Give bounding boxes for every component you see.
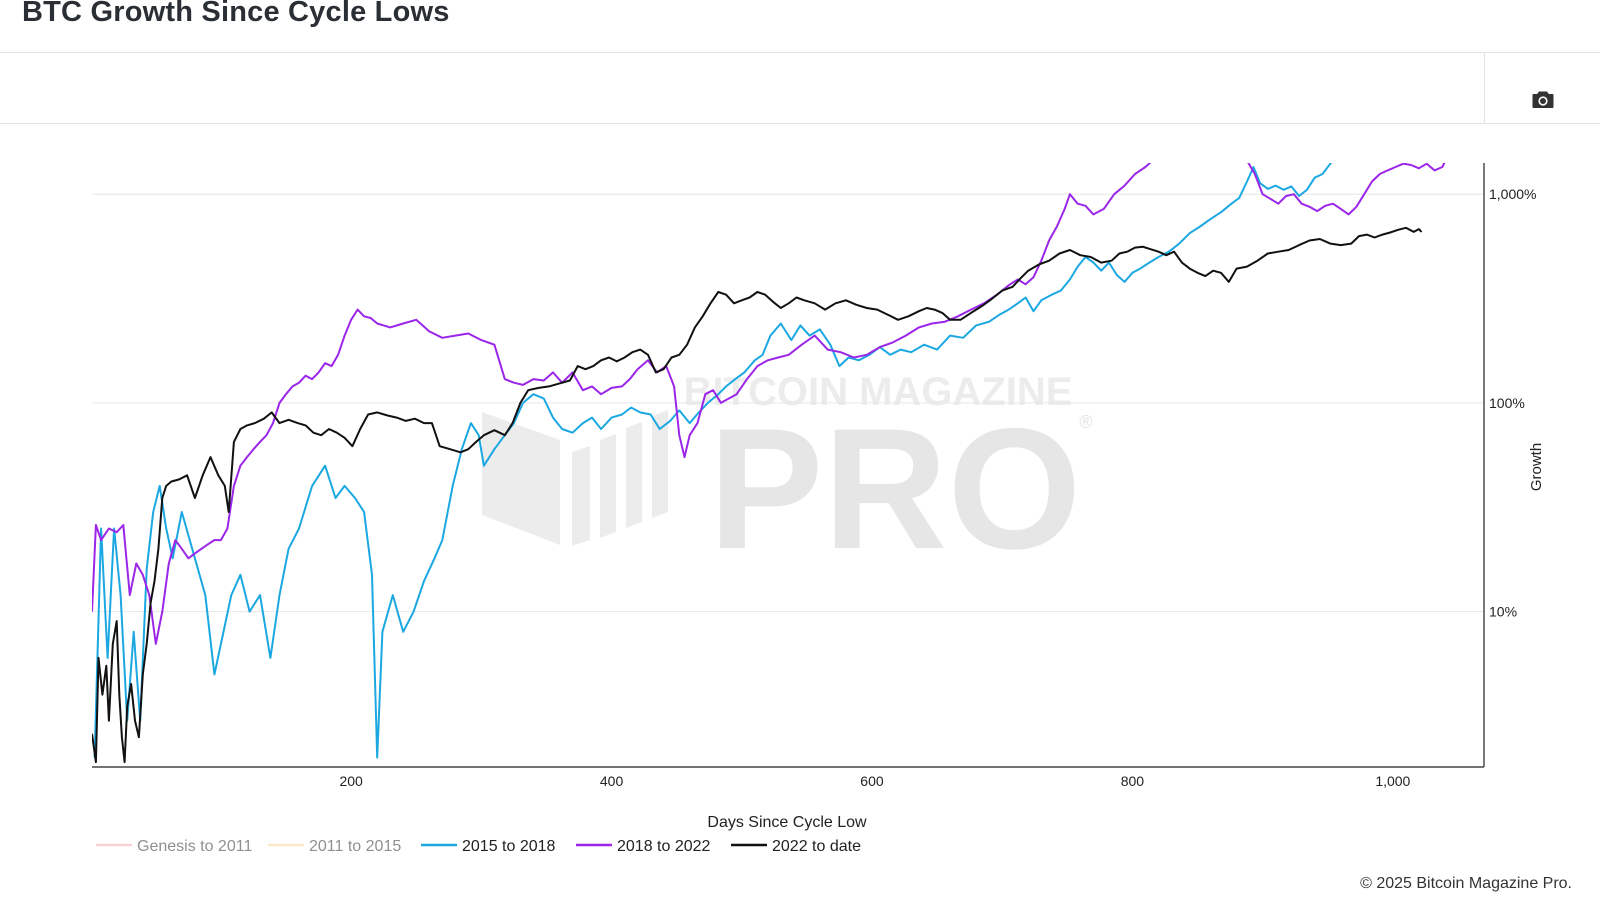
watermark-main-text: PRO: [709, 393, 1082, 585]
legend-label: Genesis to 2011: [137, 838, 252, 855]
x-tick-label: 200: [339, 773, 363, 789]
legend-item-2015-to-2018[interactable]: 2015 to 2018: [421, 838, 556, 855]
series-line-2022-to-date: [92, 226, 1423, 764]
toolbar-divider: [1484, 53, 1485, 123]
watermark-emblem: [482, 410, 668, 546]
legend-item-2011-to-2015[interactable]: 2011 to 2015: [268, 838, 401, 855]
grid: [92, 193, 1484, 613]
x-tick-label: 600: [860, 773, 884, 789]
camera-icon: [1532, 91, 1554, 108]
series-line-2018-to-2022: [92, 163, 1446, 645]
y-tick-label: 1,000%: [1489, 186, 1536, 202]
legend-label: 2015 to 2018: [462, 838, 556, 855]
page-title: BTC Growth Since Cycle Lows: [22, 0, 450, 28]
watermark-registered-mark: ®: [1079, 412, 1092, 432]
growth-chart: BITCOIN MAGAZINE PRO ® 10% 100% 1,000% 200 4…: [92, 163, 1545, 855]
series-group: [92, 163, 1446, 764]
series-line-2015-to-2018: [93, 163, 1333, 759]
y-tick-label: 10%: [1489, 604, 1517, 620]
legend-item-2022-to-date[interactable]: 2022 to date: [731, 838, 861, 855]
copyright-footer: © 2025 Bitcoin Magazine Pro.: [1360, 875, 1572, 892]
download-image-button[interactable]: [1530, 86, 1556, 112]
x-tick-label: 1,000: [1375, 773, 1410, 789]
legend-item-2018-to-2022[interactable]: 2018 to 2022: [576, 838, 711, 855]
toolbar-bottom-divider: [0, 123, 1600, 124]
legend-label: 2022 to date: [772, 838, 861, 855]
y-axis-title: Growth: [1528, 443, 1545, 491]
legend: Genesis to 2011 2011 to 2015 2015 to 2018 2…: [96, 838, 861, 855]
legend-item-genesis-to-2011[interactable]: Genesis to 2011: [96, 838, 252, 855]
x-tick-label: 400: [600, 773, 624, 789]
watermark-logo: BITCOIN MAGAZINE PRO ®: [482, 370, 1093, 585]
legend-label: 2011 to 2015: [309, 838, 401, 855]
axes: 10% 100% 1,000% 200 400 600 800 1,000: [92, 163, 1536, 789]
x-axis-title: Days Since Cycle Low: [707, 814, 867, 831]
header-divider: [0, 52, 1600, 53]
x-tick-label: 800: [1121, 773, 1145, 789]
legend-label: 2018 to 2022: [617, 838, 711, 855]
y-tick-label: 100%: [1489, 395, 1525, 411]
